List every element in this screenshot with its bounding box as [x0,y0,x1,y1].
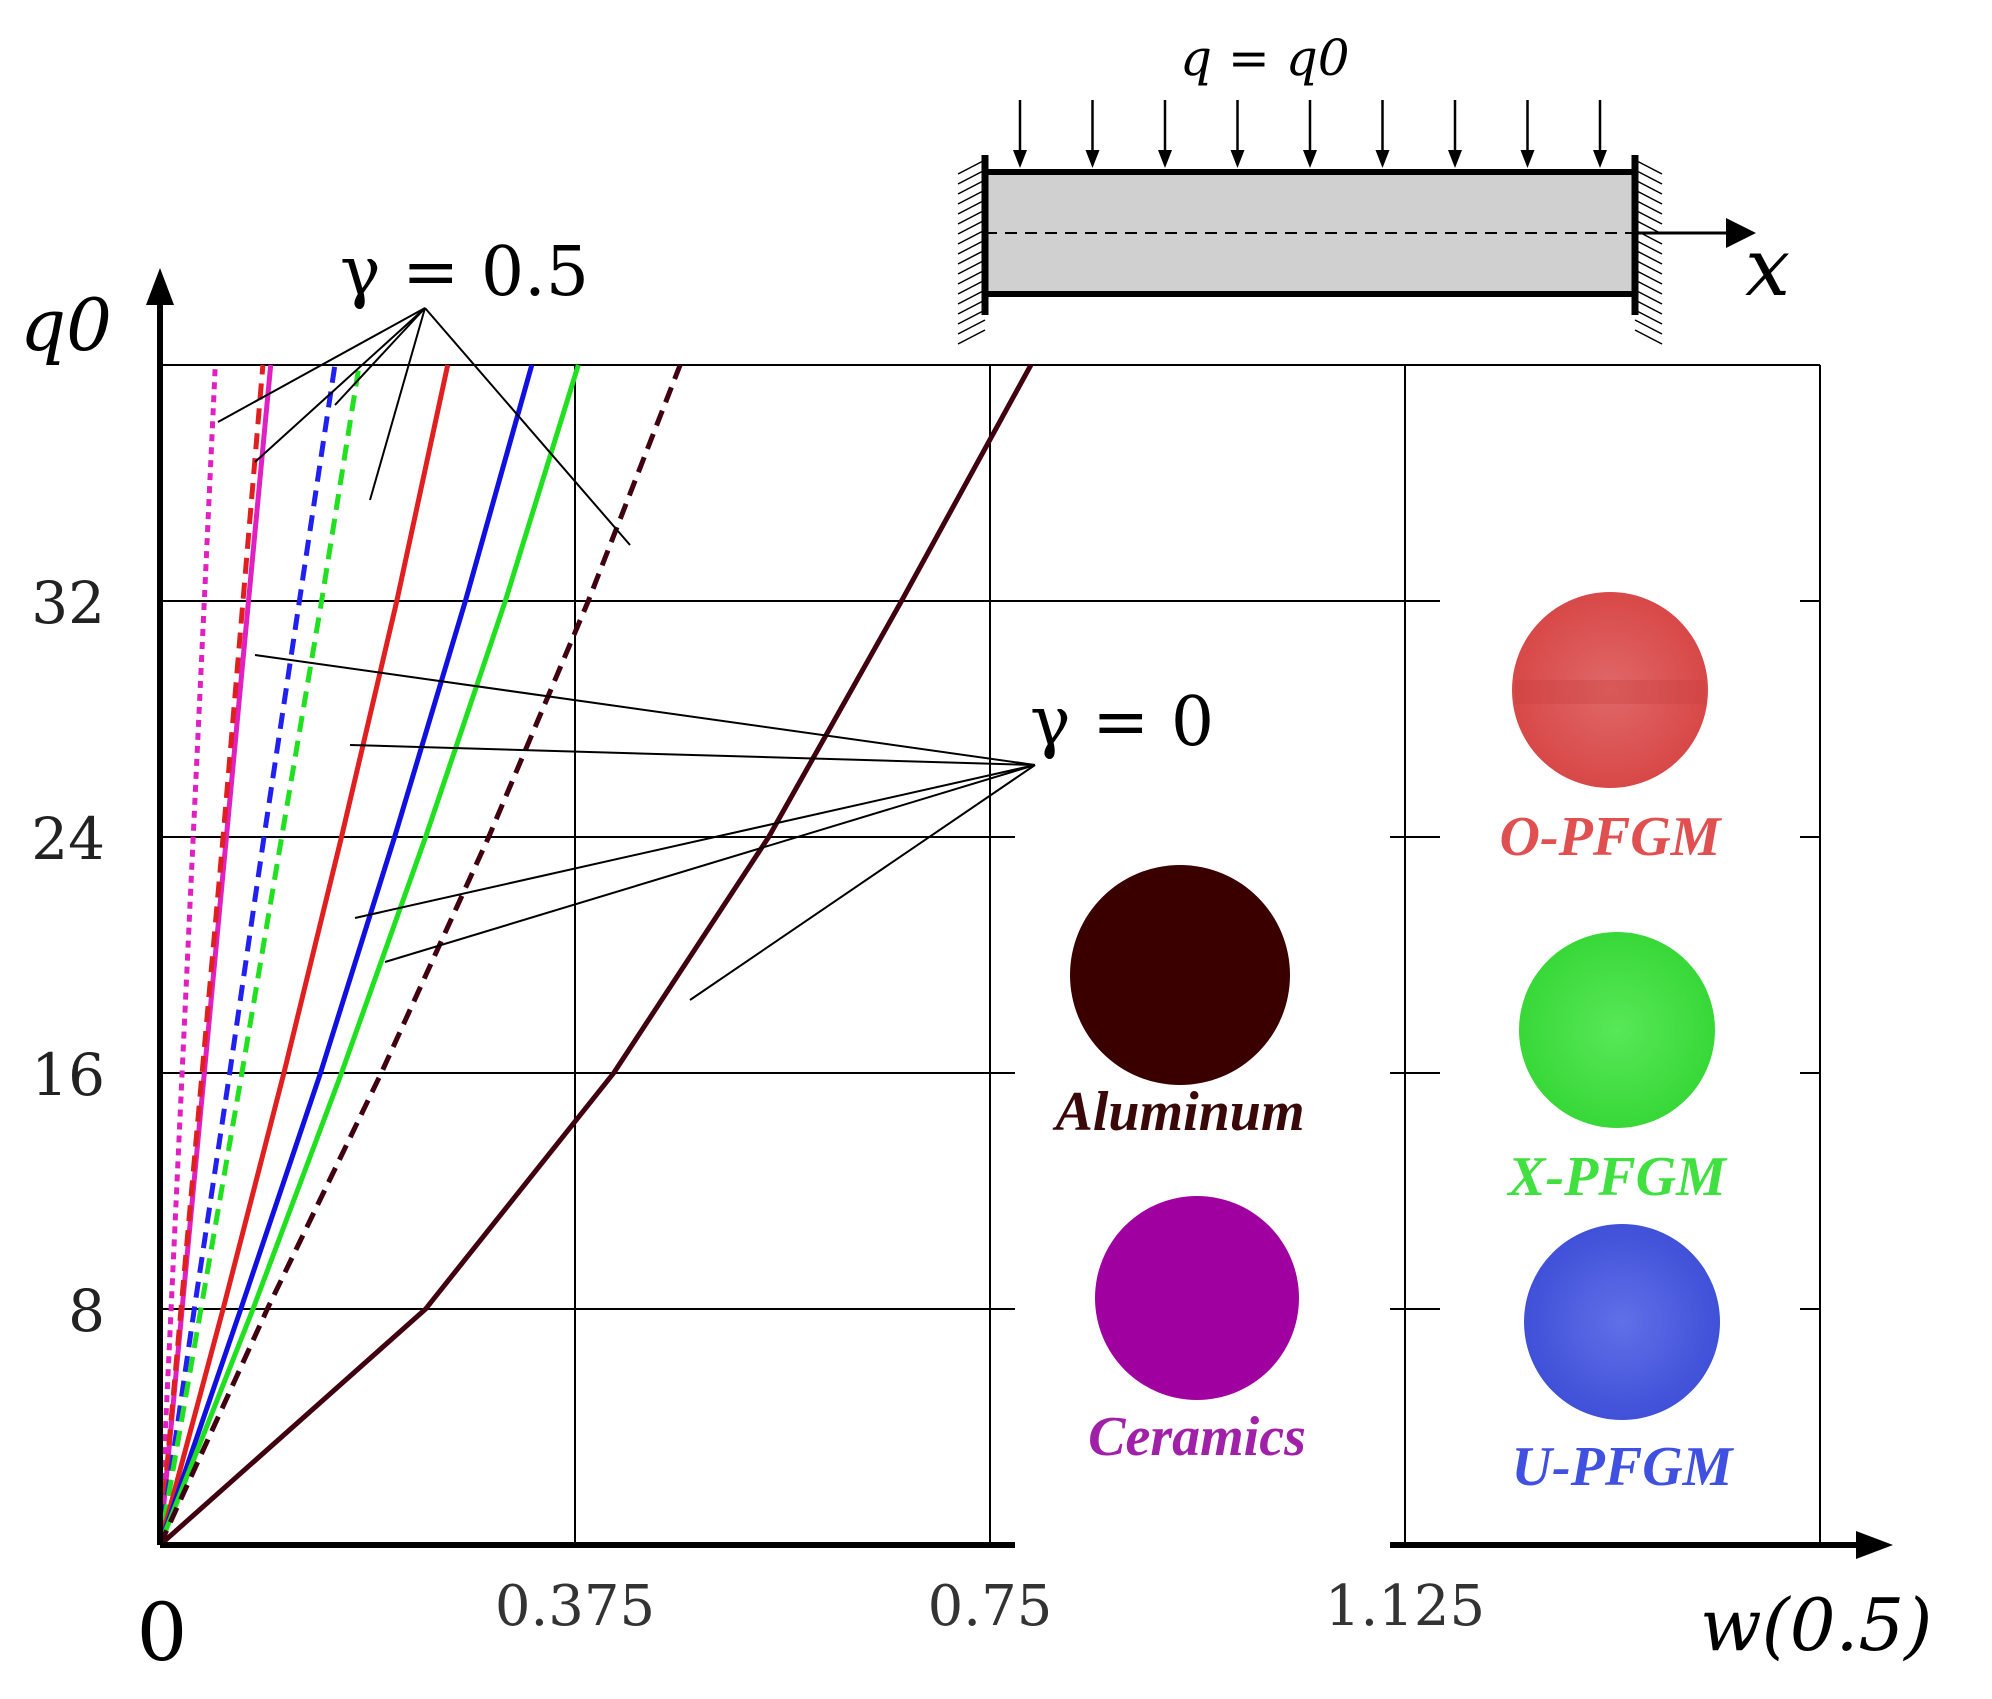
series-line-9 [158,363,1034,1547]
load-arrows [1013,100,1607,168]
load-label: q = q0 [1180,29,1350,87]
hatch-right [1634,319,1663,335]
hatch-right [1634,179,1663,195]
load-arrowhead [1520,150,1535,168]
legend-u-pfgm-label: U-PFGM [1512,1436,1735,1498]
hatch-left [957,189,986,205]
gamma-zero-annotation: γ = 0 [1030,683,1214,762]
hatch-left [957,159,986,175]
legend-aluminum-swatch [1070,865,1290,1085]
y-axis-label: q0 [20,283,112,367]
beam-x-label: x [1745,221,1790,314]
load-arrowhead [1448,150,1462,168]
load-arrowhead [1013,150,1027,168]
hatch-right [1634,279,1663,295]
series-line-1 [157,364,274,1546]
hatch-left [957,229,986,245]
load-arrowhead [1303,150,1317,168]
support-hatching [957,159,1663,345]
hatch-left [957,289,986,305]
hatch-right [1634,299,1663,315]
load-arrowhead [1158,150,1172,168]
legend-u-pfgm-swatch [1524,1224,1720,1420]
hatch-right [1634,199,1663,215]
axes [146,268,1893,1559]
beam-diagram: q = q0 x [957,29,1790,345]
load-arrowhead [1230,150,1245,168]
hatch-right [1634,159,1663,175]
series-line-8 [157,364,683,1547]
legend-ceramics-label: Ceramics [1088,1406,1306,1468]
legend-o-pfgm-label: O-PFGM [1500,806,1723,868]
hatch-left [957,319,986,335]
hatch-right [1634,309,1663,325]
hatch-left [957,299,986,315]
load-arrowhead [1593,150,1607,168]
hatch-left [957,269,986,285]
series-layer [157,363,1034,1547]
gamma-zero-leaders [254,654,1036,1001]
legend-x-pfgm-label: X-PFGM [1506,1146,1728,1208]
hatch-right [1634,189,1663,205]
series-line-2 [157,364,266,1546]
y-tick-label: 16 [31,1041,105,1109]
hatch-left [957,279,986,295]
hatch-left [957,199,986,215]
hatch-left [957,179,986,195]
y-axis-arrow [146,268,174,305]
x-tick-label: 0.75 [928,1574,1053,1639]
x-axis-arrow [1856,1531,1893,1559]
hatch-left [957,169,986,185]
y-tick-label: 8 [68,1277,105,1345]
gamma-half-leaders [217,307,631,546]
legend-o-pfgm-swatch [1512,592,1708,788]
hatch-right [1634,329,1663,345]
tick-labels: 0 0.375 0.75 1.125 8 16 24 32 [31,569,1485,1679]
hatch-right [1634,209,1663,225]
hatch-left [957,219,986,235]
hatch-right [1634,259,1663,275]
gamma-half-annotation: γ = 0.5 [340,233,589,312]
hatch-left [957,329,986,345]
hatch-left [957,309,986,325]
legend-x-pfgm-swatch [1519,932,1715,1128]
y-tick-label: 32 [31,569,105,637]
hatch-right [1634,169,1663,185]
hatch-left [957,259,986,275]
x-axis-label: w(0.5) [1700,1583,1932,1667]
series-line-7 [157,364,581,1546]
load-arrowhead [1085,150,1100,168]
x-tick-label: 1.125 [1325,1574,1485,1639]
x-tick-label: 0 [137,1586,188,1679]
legend-aluminum-label: Aluminum [1052,1081,1304,1143]
hatch-right [1634,239,1663,255]
series-line-5 [157,364,451,1546]
x-tick-label: 0.375 [495,1574,655,1639]
legend-ceramics-swatch [1095,1196,1299,1400]
hatch-left [957,249,986,265]
hatch-right [1634,249,1663,265]
series-line-0 [157,364,218,1546]
hatch-left [957,209,986,225]
hatch-left [957,239,986,255]
y-tick-label: 24 [31,805,105,873]
hatch-right [1634,269,1663,285]
hatch-right [1634,289,1663,305]
series-line-6 [157,364,535,1546]
legend: Aluminum Ceramics O-PFGM X-PFGM U-PFGM [1015,592,1800,1555]
load-arrowhead [1375,150,1390,168]
